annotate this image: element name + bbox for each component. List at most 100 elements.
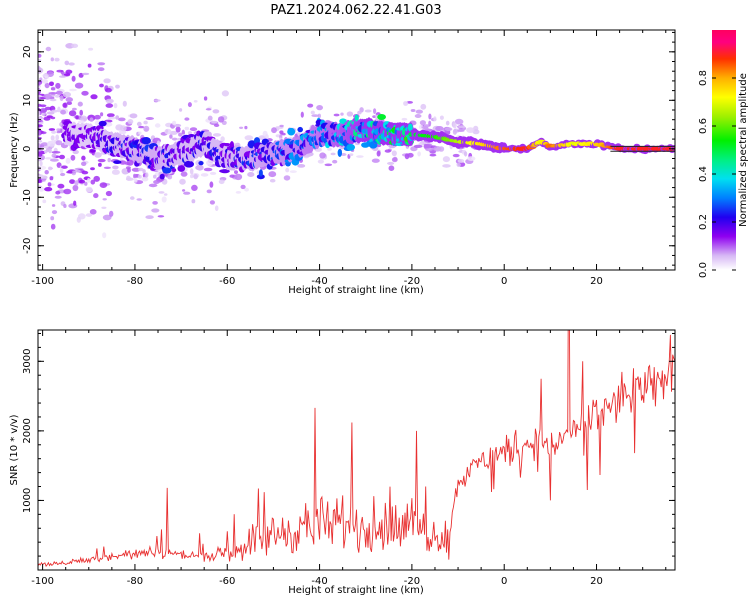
spectrogram-cell: [38, 58, 42, 62]
spectrogram-cell: [156, 140, 161, 147]
spectrogram-cell: [420, 103, 427, 110]
spectrogram-cell: [63, 73, 71, 76]
spectrogram-cell: [234, 170, 238, 175]
spectrogram-cell: [42, 73, 49, 78]
colorbar-gradient: [712, 30, 736, 270]
spectrogram-cell: [90, 179, 96, 185]
snr-line: [38, 330, 675, 567]
spectrogram-cell: [234, 173, 243, 181]
spectrogram-cell: [407, 123, 413, 132]
spectrogram-x-tick-label: 20: [590, 276, 603, 287]
spectrogram-cell: [79, 179, 85, 184]
spectrogram-cell: [50, 116, 56, 120]
spectrogram-cell: [68, 110, 77, 117]
spectrogram-cell: [388, 165, 395, 171]
spectrogram-y-tick-label: 0: [22, 146, 33, 152]
spectrogram-cell: [145, 172, 149, 178]
spectrogram-cell: [200, 173, 209, 177]
spectrogram-cell: [256, 174, 265, 180]
spectrogram-cell: [145, 215, 154, 220]
spectrogram-cell: [99, 83, 104, 88]
spectrogram-cell: [229, 174, 235, 178]
spectrogram-cell: [126, 175, 131, 181]
spectrogram-cell: [203, 167, 213, 172]
spectrogram-cell: [213, 133, 221, 137]
colorbar-tick-label: 0.4: [698, 166, 709, 182]
spectrogram-cell: [675, 146, 682, 152]
spectrogram-cell: [421, 126, 429, 129]
spectrogram-cell: [47, 166, 53, 171]
spectrogram-cell: [151, 208, 160, 213]
spectrogram-cell: [189, 127, 198, 132]
spectrogram-cell: [62, 91, 71, 98]
spectrogram-cell: [220, 136, 225, 142]
spectrogram-cell: [184, 126, 190, 131]
spectrogram-cell: [71, 75, 76, 82]
spectrogram-cell: [38, 124, 43, 128]
spectrogram-cell: [310, 110, 315, 115]
spectrogram-cell: [88, 47, 94, 51]
spectrogram-cell: [454, 118, 464, 125]
spectrogram-cell: [209, 200, 215, 205]
spectrogram-cell: [467, 156, 476, 162]
spectrogram-cell: [74, 82, 84, 89]
spectrogram-cell: [81, 90, 89, 96]
spectrogram-cell: [57, 106, 61, 113]
spectrogram-cell: [391, 150, 397, 157]
spectrogram-cell: [384, 149, 391, 153]
spectrogram-cell: [65, 157, 71, 164]
figure-title: PAZ1.2024.062.22.41.G03: [270, 3, 441, 18]
spectrogram-cell: [44, 157, 52, 160]
spectrogram-cell: [77, 101, 83, 107]
spectrogram-cell: [190, 174, 194, 179]
spectrogram-cell: [324, 163, 333, 167]
spectrogram-cell: [258, 169, 263, 177]
spectrogram-cell: [180, 171, 188, 177]
spectrogram-cell: [38, 96, 41, 101]
spectrogram-cell: [391, 157, 398, 163]
spectrogram-cell: [115, 115, 120, 120]
spectrogram-cell: [428, 120, 432, 127]
spectrogram-cell: [104, 87, 112, 93]
spectrogram-cell: [171, 168, 177, 173]
spectrogram-cell: [244, 187, 250, 192]
spectrogram-cell: [69, 179, 76, 185]
spectrogram-cell: [38, 147, 43, 152]
spectrogram-cell: [99, 182, 108, 189]
spectrogram-cell: [113, 160, 122, 165]
spectrogram-cell: [103, 78, 111, 84]
spectrogram-cell: [145, 117, 154, 120]
spectrogram-cell: [68, 62, 75, 66]
spectrogram-cell: [94, 114, 101, 120]
spectrogram-cell: [72, 184, 79, 192]
spectrogram-cell: [281, 132, 286, 136]
spectrogram-cell: [39, 77, 43, 82]
spectrogram-cell: [76, 216, 81, 223]
spectrogram-cell: [354, 114, 359, 122]
spectrogram-cell: [59, 75, 67, 78]
spectrogram-cell: [85, 186, 93, 193]
spectrogram-cell: [317, 113, 321, 119]
spectrogram-cell: [206, 189, 212, 194]
spectrogram-cell: [50, 158, 59, 162]
spectrogram-cell: [46, 140, 56, 147]
spectrogram-cell: [40, 144, 44, 148]
spectrogram-cell: [136, 198, 142, 201]
spectrogram-cell: [69, 88, 77, 92]
spectrogram-cell: [64, 60, 70, 66]
spectrogram-cell: [445, 120, 450, 126]
spectrogram-cell: [428, 113, 432, 120]
spectrogram-cell: [177, 165, 186, 172]
spectrogram-cell: [235, 191, 242, 194]
spectrogram-cell: [81, 72, 90, 76]
spectrogram-cell: [457, 158, 465, 163]
spectrogram-cell: [97, 158, 106, 163]
spectrogram-cell: [138, 125, 145, 129]
spectrogram-cell: [118, 117, 126, 122]
spectrogram-cell: [300, 111, 304, 118]
spectrogram-cell: [171, 137, 178, 141]
spectrogram-cell: [56, 130, 61, 134]
spectrogram-cell: [107, 116, 116, 120]
spectrogram-cell: [48, 128, 56, 131]
snr-x-axis-label: Height of straight line (km): [288, 585, 424, 596]
